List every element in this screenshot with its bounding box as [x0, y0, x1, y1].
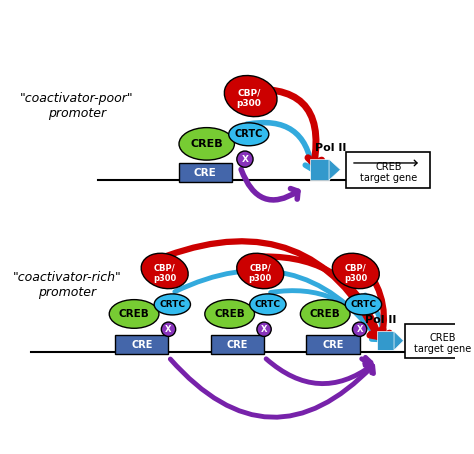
- Text: X: X: [165, 325, 172, 334]
- Text: CBP/
p300: CBP/ p300: [344, 263, 367, 282]
- Text: Pol II: Pol II: [315, 143, 346, 153]
- Ellipse shape: [250, 294, 286, 315]
- Text: CRE: CRE: [322, 340, 344, 350]
- Ellipse shape: [154, 294, 191, 315]
- Ellipse shape: [301, 300, 350, 328]
- Text: "coactivator-rich"
promoter: "coactivator-rich" promoter: [13, 271, 121, 299]
- Polygon shape: [394, 331, 403, 350]
- Text: CRTC: CRTC: [255, 300, 281, 309]
- Ellipse shape: [345, 294, 382, 315]
- Text: CRE: CRE: [227, 340, 248, 350]
- Text: CREB: CREB: [118, 309, 149, 319]
- Ellipse shape: [332, 253, 379, 289]
- Text: X: X: [356, 325, 363, 334]
- Bar: [405, 324, 474, 358]
- Ellipse shape: [179, 128, 235, 160]
- Bar: [310, 159, 329, 180]
- Text: CREB: CREB: [310, 309, 341, 319]
- Bar: [346, 152, 430, 188]
- Text: CBP/
p300: CBP/ p300: [248, 263, 272, 282]
- Ellipse shape: [224, 75, 277, 117]
- Bar: [115, 335, 168, 354]
- Ellipse shape: [237, 253, 284, 289]
- Bar: [377, 331, 394, 350]
- Ellipse shape: [109, 300, 159, 328]
- Ellipse shape: [353, 322, 367, 336]
- Text: CREB: CREB: [214, 309, 245, 319]
- Text: CRTC: CRTC: [159, 300, 185, 309]
- Ellipse shape: [161, 322, 176, 336]
- Text: X: X: [241, 155, 248, 163]
- Ellipse shape: [257, 322, 271, 336]
- Bar: [179, 163, 232, 182]
- Text: CBP/
p300: CBP/ p300: [153, 263, 176, 282]
- Text: "coactivator-poor"
promoter: "coactivator-poor" promoter: [20, 92, 134, 120]
- Text: X: X: [261, 325, 267, 334]
- Text: CRTC: CRTC: [350, 300, 376, 309]
- Text: CREB
target gene: CREB target gene: [414, 333, 471, 355]
- Ellipse shape: [205, 300, 255, 328]
- Text: CRE: CRE: [193, 168, 216, 178]
- Ellipse shape: [228, 123, 269, 146]
- Text: CRTC: CRTC: [235, 129, 263, 139]
- Ellipse shape: [141, 253, 188, 289]
- Text: CBP/
p300: CBP/ p300: [237, 88, 261, 108]
- Bar: [306, 335, 360, 354]
- Text: CREB: CREB: [191, 139, 223, 149]
- Bar: [210, 335, 264, 354]
- Text: CREB
target gene: CREB target gene: [360, 162, 417, 183]
- Ellipse shape: [237, 151, 253, 167]
- Text: CRE: CRE: [131, 340, 153, 350]
- Text: Pol II: Pol II: [365, 315, 397, 325]
- Polygon shape: [329, 159, 340, 180]
